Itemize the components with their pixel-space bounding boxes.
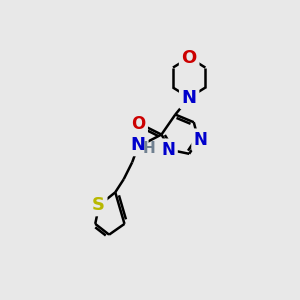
Text: N: N [131, 136, 146, 154]
Text: H: H [143, 141, 155, 156]
Text: N: N [182, 88, 197, 106]
Text: O: O [182, 49, 197, 67]
Text: O: O [131, 115, 146, 133]
Text: S: S [92, 196, 105, 214]
Text: N: N [194, 131, 208, 149]
Text: N: N [161, 141, 175, 159]
